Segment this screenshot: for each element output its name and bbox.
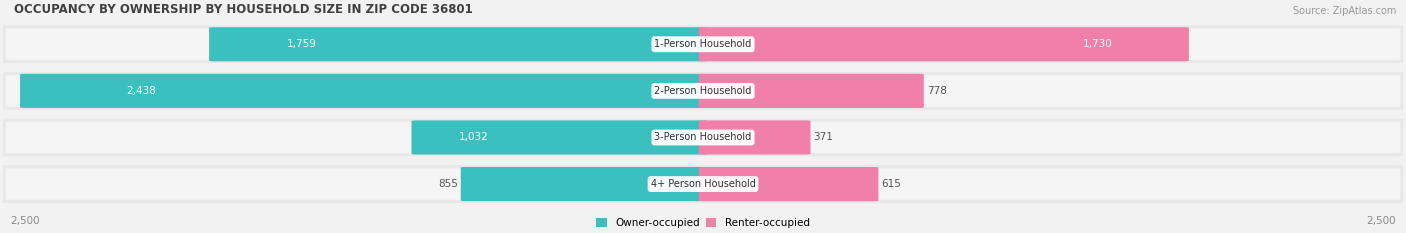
- Text: 1,730: 1,730: [1083, 39, 1112, 49]
- Text: OCCUPANCY BY OWNERSHIP BY HOUSEHOLD SIZE IN ZIP CODE 36801: OCCUPANCY BY OWNERSHIP BY HOUSEHOLD SIZE…: [14, 3, 472, 16]
- Text: 1-Person Household: 1-Person Household: [654, 39, 752, 49]
- Text: 2,500: 2,500: [10, 216, 39, 226]
- Text: 4+ Person Household: 4+ Person Household: [651, 179, 755, 189]
- Text: 1,032: 1,032: [458, 133, 488, 142]
- Text: 1,759: 1,759: [287, 39, 316, 49]
- Text: 778: 778: [927, 86, 946, 96]
- Legend: Owner-occupied, Renter-occupied: Owner-occupied, Renter-occupied: [596, 218, 810, 228]
- Text: 2-Person Household: 2-Person Household: [654, 86, 752, 96]
- Text: 855: 855: [439, 179, 458, 189]
- Text: 371: 371: [813, 133, 834, 142]
- Text: 2,500: 2,500: [1367, 216, 1396, 226]
- Text: 3-Person Household: 3-Person Household: [654, 133, 752, 142]
- Text: 615: 615: [882, 179, 901, 189]
- Text: 2,438: 2,438: [127, 86, 156, 96]
- Text: Source: ZipAtlas.com: Source: ZipAtlas.com: [1292, 6, 1396, 16]
